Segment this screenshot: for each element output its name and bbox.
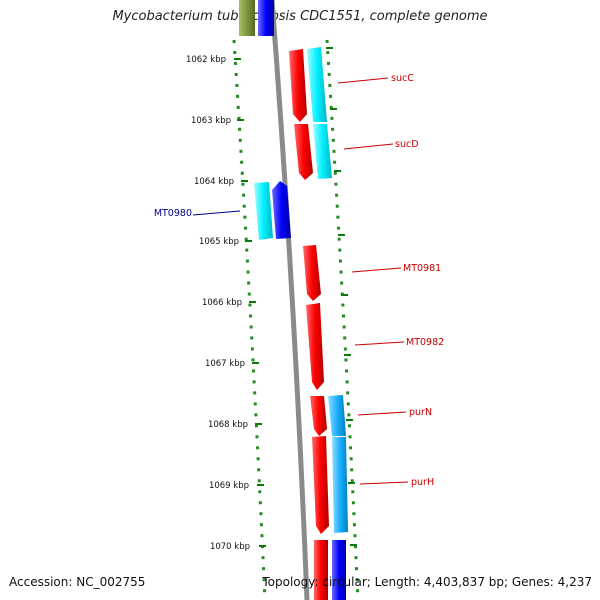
gene-sucC-rna: [307, 47, 327, 122]
tick-label: 1069 kbp: [209, 481, 249, 491]
gene-blue-top: [258, 0, 274, 36]
gene-label-MT0981: MT0981: [403, 263, 441, 274]
label-leader-sucD: [343, 143, 394, 150]
gene-label-sucD: sucD: [395, 139, 419, 150]
gene-label-purH: purH: [411, 477, 434, 488]
gene-MT0981: [303, 245, 321, 301]
gc-skew-outer-track: [325, 39, 360, 600]
tick-label: 1062 kbp: [186, 55, 226, 65]
genome-summary-text: Topology: circular; Length: 4,403,837 bp…: [262, 575, 592, 589]
gene-sucD-rna: [313, 124, 332, 179]
gene-label-MT0980: MT0980: [154, 208, 192, 219]
gene-purH-rna: [332, 437, 348, 533]
gene-olive-top: [239, 0, 255, 36]
tick-label: 1067 kbp: [205, 359, 245, 369]
gene-MT0982: [306, 303, 324, 390]
tick-label: 1065 kbp: [199, 237, 239, 247]
gene-red-bottom: [314, 540, 328, 600]
accession-text: Accession: NC_002755: [9, 575, 146, 589]
gene-label-purN: purN: [409, 407, 432, 418]
outer-tick-group: [326, 47, 357, 546]
gene-label-MT0982: MT0982: [406, 337, 444, 348]
genome-backbone: [269, 0, 310, 600]
tick-label: 1066 kbp: [202, 298, 242, 308]
tick-label: 1070 kbp: [210, 542, 250, 552]
gene-label-group: sucC sucD MT0980 MT0981 MT0982 purN purH: [154, 73, 444, 488]
label-leader-purN: [357, 411, 407, 416]
gene-purH: [312, 436, 329, 534]
label-leader-sucC: [337, 77, 389, 84]
gene-label-sucC: sucC: [391, 73, 414, 84]
map-title: Mycobacterium tuberculosis CDC1551, comp…: [112, 9, 488, 24]
tick-label: 1068 kbp: [208, 420, 248, 430]
tick-label: 1064 kbp: [194, 177, 234, 187]
label-leader-MT0981: [351, 267, 402, 273]
gene-purN: [310, 396, 327, 436]
gene-MT0980-rna: [254, 182, 273, 240]
gene-MT0980: [272, 181, 291, 239]
label-leader-purH: [359, 481, 409, 485]
gc-skew-inner-track: [232, 39, 267, 600]
tick-label: 1063 kbp: [191, 116, 231, 126]
gene-blue-bottom: [332, 540, 346, 600]
gene-sucC: [289, 49, 307, 122]
gene-purN-rna: [328, 395, 346, 436]
label-leader-MT0982: [354, 341, 405, 346]
label-leader-MT0980: [192, 210, 241, 216]
inner-tick-group: 1062 kbp 1063 kbp 1064 kbp 1065 kbp 1066…: [186, 55, 266, 552]
gene-sucD: [294, 124, 313, 180]
